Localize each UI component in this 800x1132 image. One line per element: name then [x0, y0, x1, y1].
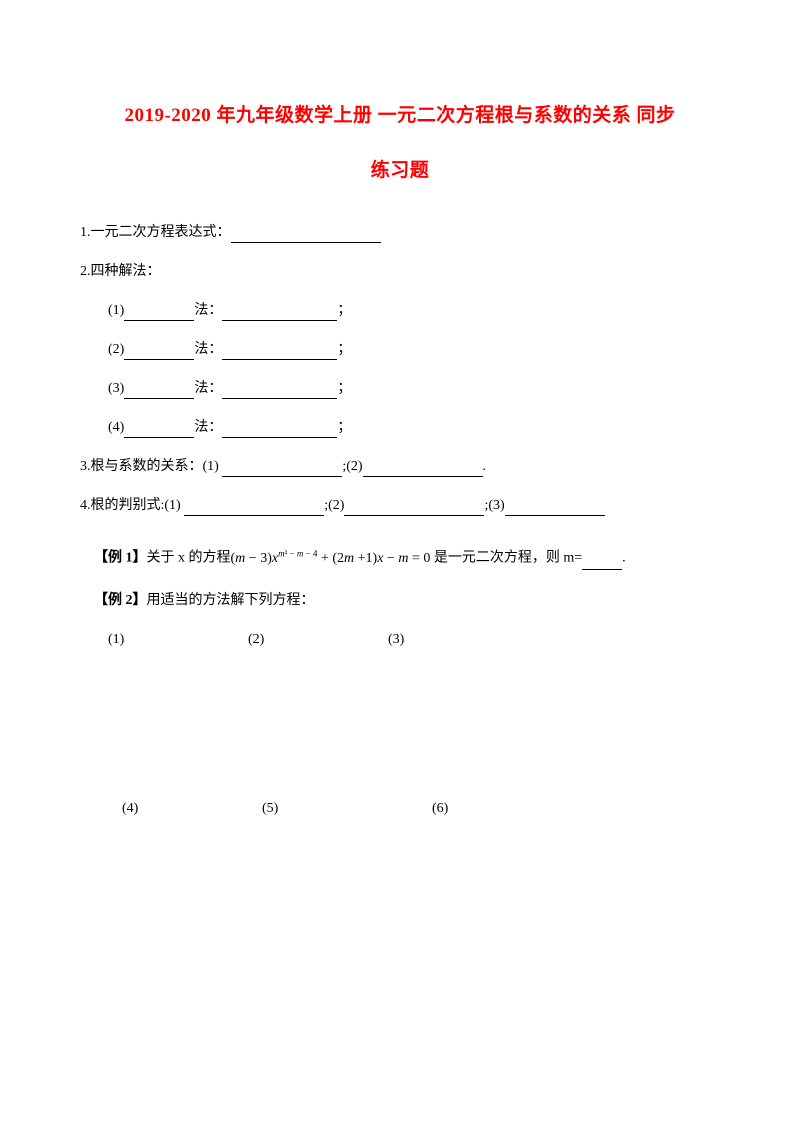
- blank-fill: [582, 554, 622, 570]
- ex2-row-1: (1) (2) (3): [80, 632, 720, 648]
- title-line-1: 2019-2020 年九年级数学上册 一元二次方程根与系数的关系 同步: [80, 100, 720, 127]
- q2-3-end: ；: [337, 381, 351, 396]
- blank-fill: [124, 422, 194, 438]
- q2-item-2: (2) 法： ；: [80, 339, 720, 360]
- ex1-text-after: 是一元二次方程，则 m=: [434, 551, 582, 566]
- blank-fill: [231, 227, 381, 243]
- example-2: 【例 2】用适当的方法解下列方程：: [80, 590, 720, 612]
- q4-sep1: ;(2): [324, 498, 344, 513]
- question-2-header: 2.四种解法：: [80, 261, 720, 282]
- q2-item-3: (3) 法： ；: [80, 378, 720, 399]
- q3-sep1: ;(2): [342, 459, 362, 474]
- blank-fill: [222, 344, 337, 360]
- ex2-row-2: (4) (5) (6): [80, 801, 720, 817]
- blank-fill: [344, 500, 484, 516]
- q2-2-end: ；: [337, 342, 351, 357]
- question-4: 4.根的判别式:(1) ;(2) ;(3): [80, 495, 720, 516]
- ex2-cell-6: (6): [432, 801, 572, 817]
- q2-3-num: (3): [108, 381, 124, 396]
- ex2-cell-1: (1): [108, 632, 248, 648]
- example-1: 【例 1】关于 x 的方程(m − 3)xm² − m − 4 + (2m +1…: [80, 546, 720, 570]
- ex2-cell-2: (2): [248, 632, 388, 648]
- blank-fill: [222, 305, 337, 321]
- q2-4-num: (4): [108, 420, 124, 435]
- q1-label: 1.一元二次方程表达式：: [80, 225, 231, 240]
- ex1-text-before: 关于 x 的方程: [147, 551, 231, 566]
- q2-1-mid: 法：: [194, 303, 222, 318]
- q2-1-num: (1): [108, 303, 124, 318]
- q2-4-mid: 法：: [194, 420, 222, 435]
- q2-item-1: (1) 法： ；: [80, 300, 720, 321]
- blank-fill: [124, 383, 194, 399]
- blank-fill: [222, 422, 337, 438]
- q2-1-end: ；: [337, 303, 351, 318]
- q3-label: 3.根与系数的关系：(1): [80, 459, 219, 474]
- q2-2-mid: 法：: [194, 342, 222, 357]
- q4-sep2: ;(3): [484, 498, 504, 513]
- ex2-cell-3: (3): [388, 632, 528, 648]
- question-3: 3.根与系数的关系：(1) ;(2).: [80, 456, 720, 477]
- ex2-text: 用适当的方法解下列方程：: [147, 593, 315, 608]
- blank-fill: [184, 500, 324, 516]
- blank-fill: [124, 344, 194, 360]
- ex2-cell-4: (4): [122, 801, 262, 817]
- blank-fill: [124, 305, 194, 321]
- q4-label: 4.根的判别式:(1): [80, 498, 181, 513]
- q2-item-4: (4) 法： ；: [80, 417, 720, 438]
- blank-fill: [363, 461, 483, 477]
- math-formula: (m − 3)xm² − m − 4 + (2m +1)x − m = 0: [231, 551, 431, 566]
- title-line-2: 练习题: [80, 155, 720, 182]
- q2-label: 2.四种解法：: [80, 264, 161, 279]
- q2-2-num: (2): [108, 342, 124, 357]
- ex1-end: .: [622, 551, 626, 566]
- blank-fill: [222, 383, 337, 399]
- work-space: [80, 666, 720, 801]
- blank-fill: [505, 500, 605, 516]
- ex2-label: 【例 2】: [94, 593, 147, 608]
- q3-end: .: [483, 459, 487, 474]
- q2-4-end: ；: [337, 420, 351, 435]
- ex2-cell-5: (5): [262, 801, 432, 817]
- question-1: 1.一元二次方程表达式：: [80, 222, 720, 243]
- ex1-label: 【例 1】: [94, 551, 147, 566]
- blank-fill: [222, 461, 342, 477]
- q2-3-mid: 法：: [194, 381, 222, 396]
